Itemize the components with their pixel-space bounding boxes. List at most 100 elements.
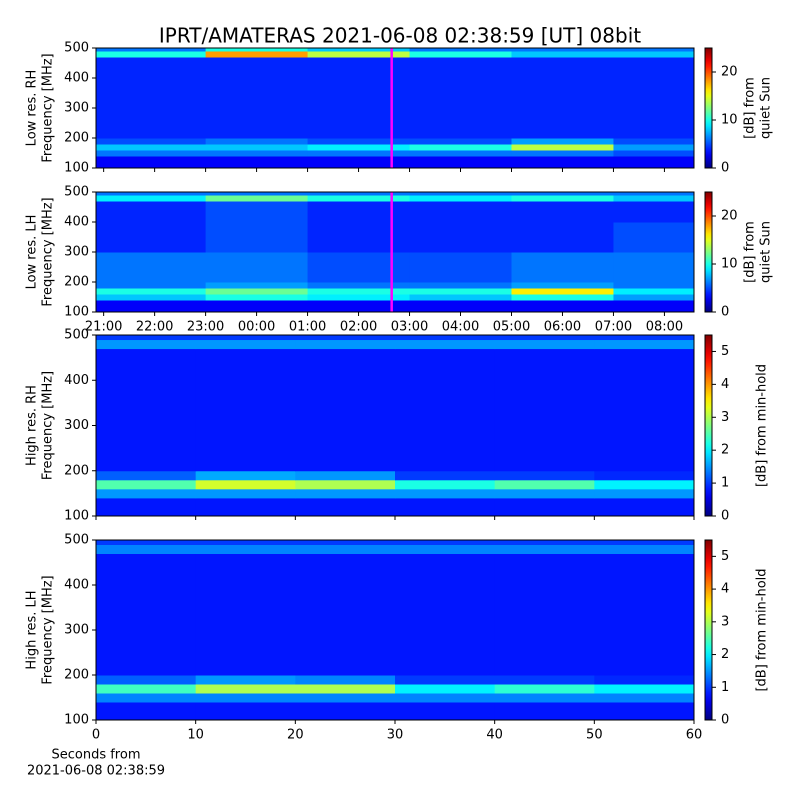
x-tick-label: 06:00 (544, 320, 581, 335)
heat-cell (96, 51, 207, 58)
heat-cell (511, 51, 614, 58)
heat-cell (195, 540, 296, 545)
x-tick-label: 02:00 (340, 320, 377, 335)
y-tick-label: 500 (64, 328, 89, 343)
heat-cell (613, 195, 695, 202)
y-axis-label: Frequency [MHz] (41, 371, 56, 480)
colorbar-tick-label: 3 (721, 614, 729, 629)
heat-cell (205, 294, 309, 301)
heat-cell (494, 497, 595, 517)
heat-cell (96, 497, 197, 517)
y-tick-label: 400 (64, 215, 89, 230)
heat-cell (511, 144, 614, 151)
heat-cell (307, 108, 411, 139)
y-tick-label: 100 (64, 305, 89, 320)
heat-cell (594, 702, 695, 721)
heat-cell (511, 78, 614, 109)
heat-cell (295, 348, 396, 472)
colorbar-tick-label: 2 (721, 443, 729, 458)
heat-cell (96, 693, 197, 703)
heat-cell (96, 108, 207, 139)
x-tick-label: 07:00 (595, 320, 632, 335)
heat-cell (295, 470, 396, 481)
heat-cell (613, 222, 695, 253)
heat-cell (494, 488, 595, 499)
heat-cell (494, 335, 595, 341)
colorbar-tick-label: 0 (721, 713, 729, 728)
heat-cell (295, 540, 396, 545)
colorbar-tick-label: 0 (721, 509, 729, 524)
colorbar-tick-label: 1 (721, 680, 729, 695)
heat-cell (295, 479, 396, 490)
heat-cell (205, 108, 309, 139)
heat-cell (295, 544, 396, 554)
heat-cell (96, 335, 197, 341)
heat-cell (594, 335, 695, 341)
heat-cell (195, 675, 296, 685)
heat-cell (205, 57, 309, 79)
heat-cell (96, 252, 207, 283)
heat-cell (594, 348, 695, 472)
heat-cell (205, 150, 309, 157)
colorbar-label: quiet Sun (759, 77, 774, 139)
y-tick-label: 100 (64, 161, 89, 176)
y-axis-label: Frequency [MHz] (41, 575, 56, 684)
heat-cell (96, 294, 207, 301)
heat-cell (613, 144, 695, 151)
heat-cell (395, 335, 496, 341)
heat-cell (195, 335, 296, 341)
colorbar-label: quiet Sun (759, 221, 774, 283)
heat-cell (409, 108, 512, 139)
colorbar-tick-label: 10 (721, 113, 738, 128)
heat-cell (307, 48, 411, 52)
heat-cell (409, 156, 512, 169)
heat-cell (195, 348, 296, 472)
heat-cell (594, 553, 695, 676)
heat-cell (511, 288, 614, 295)
colorbar-label: [dB] from (743, 77, 758, 139)
heat-cell (96, 675, 197, 685)
y-tick-label: 500 (64, 533, 89, 548)
heat-cell (195, 497, 296, 517)
colorbar-tick-label: 0 (721, 161, 729, 176)
heat-cell (395, 348, 496, 472)
heat-cell (96, 78, 207, 109)
x-axis-label: Seconds from (51, 748, 140, 763)
heat-cell (613, 300, 695, 313)
heat-cell (205, 138, 309, 145)
heat-cell (205, 252, 309, 283)
heat-cell (409, 51, 512, 58)
heat-cell (96, 288, 207, 295)
heat-cell (409, 252, 512, 283)
heat-cell (96, 348, 197, 472)
heat-cell (395, 540, 496, 545)
heat-cell (395, 339, 496, 350)
heat-cell (511, 195, 614, 202)
heat-cell (395, 553, 496, 676)
colorbar (704, 539, 713, 721)
heat-cell (205, 51, 309, 58)
heat-cell (409, 195, 512, 202)
x-tick-label: 50 (586, 728, 603, 743)
y-axis-label: High res. LH (25, 590, 40, 669)
heat-cell (205, 222, 309, 253)
heat-cell (613, 201, 695, 223)
heat-cell (205, 300, 309, 313)
x-tick-label: 30 (387, 728, 404, 743)
heat-cell (594, 675, 695, 685)
heat-cell (96, 48, 207, 52)
y-tick-label: 400 (64, 578, 89, 593)
colorbar-tick-label: 4 (721, 582, 729, 597)
heat-cell (494, 693, 595, 703)
heat-cell (295, 675, 396, 685)
heat-cell (395, 479, 496, 490)
heat-cell (494, 339, 595, 350)
heat-cell (307, 300, 411, 313)
heat-cell (307, 57, 411, 79)
colorbar-tick-label: 10 (721, 257, 738, 272)
x-tick-label: 05:00 (493, 320, 530, 335)
heat-cell (205, 195, 309, 202)
y-tick-label: 300 (64, 623, 89, 638)
heat-cell (494, 470, 595, 481)
